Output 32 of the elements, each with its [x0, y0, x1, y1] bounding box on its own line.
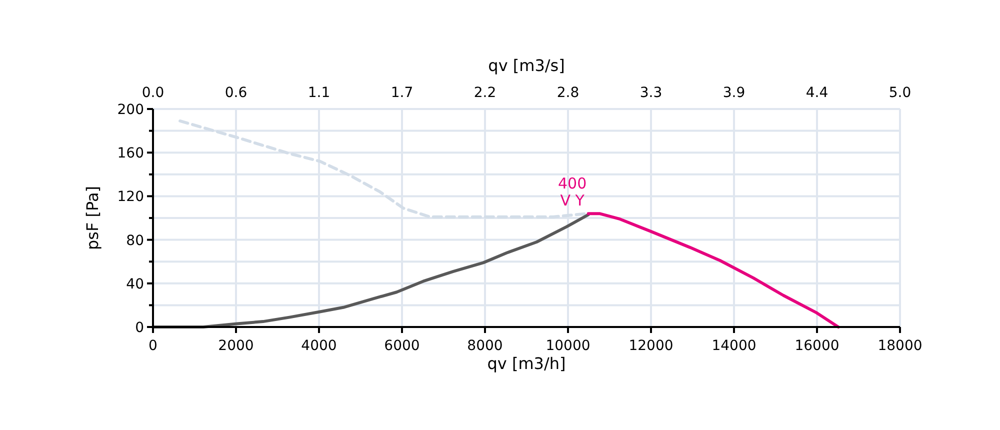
- annotation: 400 V Y: [558, 174, 587, 210]
- x2-tick-label: 0.6: [224, 85, 248, 101]
- x2-tick-label: 1.7: [390, 85, 414, 101]
- y-tick-label: 160: [117, 146, 144, 162]
- y-tick-label: 200: [117, 102, 144, 118]
- x-tick-label: 10000: [546, 338, 590, 354]
- x2-tick-label: 3.9: [722, 85, 746, 101]
- x-tick-label: 2000: [218, 338, 254, 354]
- line-series: [586, 212, 840, 328]
- x-axis-title: qv [m3/h]: [487, 354, 566, 373]
- x-tick-label: 16000: [794, 338, 840, 354]
- x-tick-label: 4000: [301, 338, 337, 354]
- y-axis-title: psF [Pa]: [83, 186, 102, 250]
- x2-axis-title: qv [m3/s]: [488, 56, 565, 75]
- y-tick-label: 40: [126, 276, 144, 292]
- x2-tick-label: 5.0: [888, 85, 912, 101]
- x2-tick-label: 4.4: [806, 85, 828, 101]
- x2-tick-label: 2.2: [474, 85, 496, 101]
- y-tick-label: 80: [126, 232, 144, 249]
- x-tick-label: 8000: [467, 338, 503, 354]
- y-tick-label: 0: [135, 320, 144, 336]
- line-series: [152, 213, 590, 328]
- x-tick-label: 14000: [712, 338, 756, 354]
- x2-tick-label: 0.0: [142, 85, 164, 101]
- x2-tick-label: 3.3: [640, 85, 662, 101]
- x2-tick-label: 2.8: [556, 85, 580, 101]
- x-tick-label: 6000: [384, 338, 420, 354]
- x-tick-label: 0: [148, 338, 158, 354]
- y-tick-label: 120: [117, 189, 144, 206]
- x-tick-label: 18000: [878, 338, 922, 354]
- x2-tick-label: 1.1: [308, 85, 330, 101]
- x-tick-label: 12000: [628, 338, 674, 354]
